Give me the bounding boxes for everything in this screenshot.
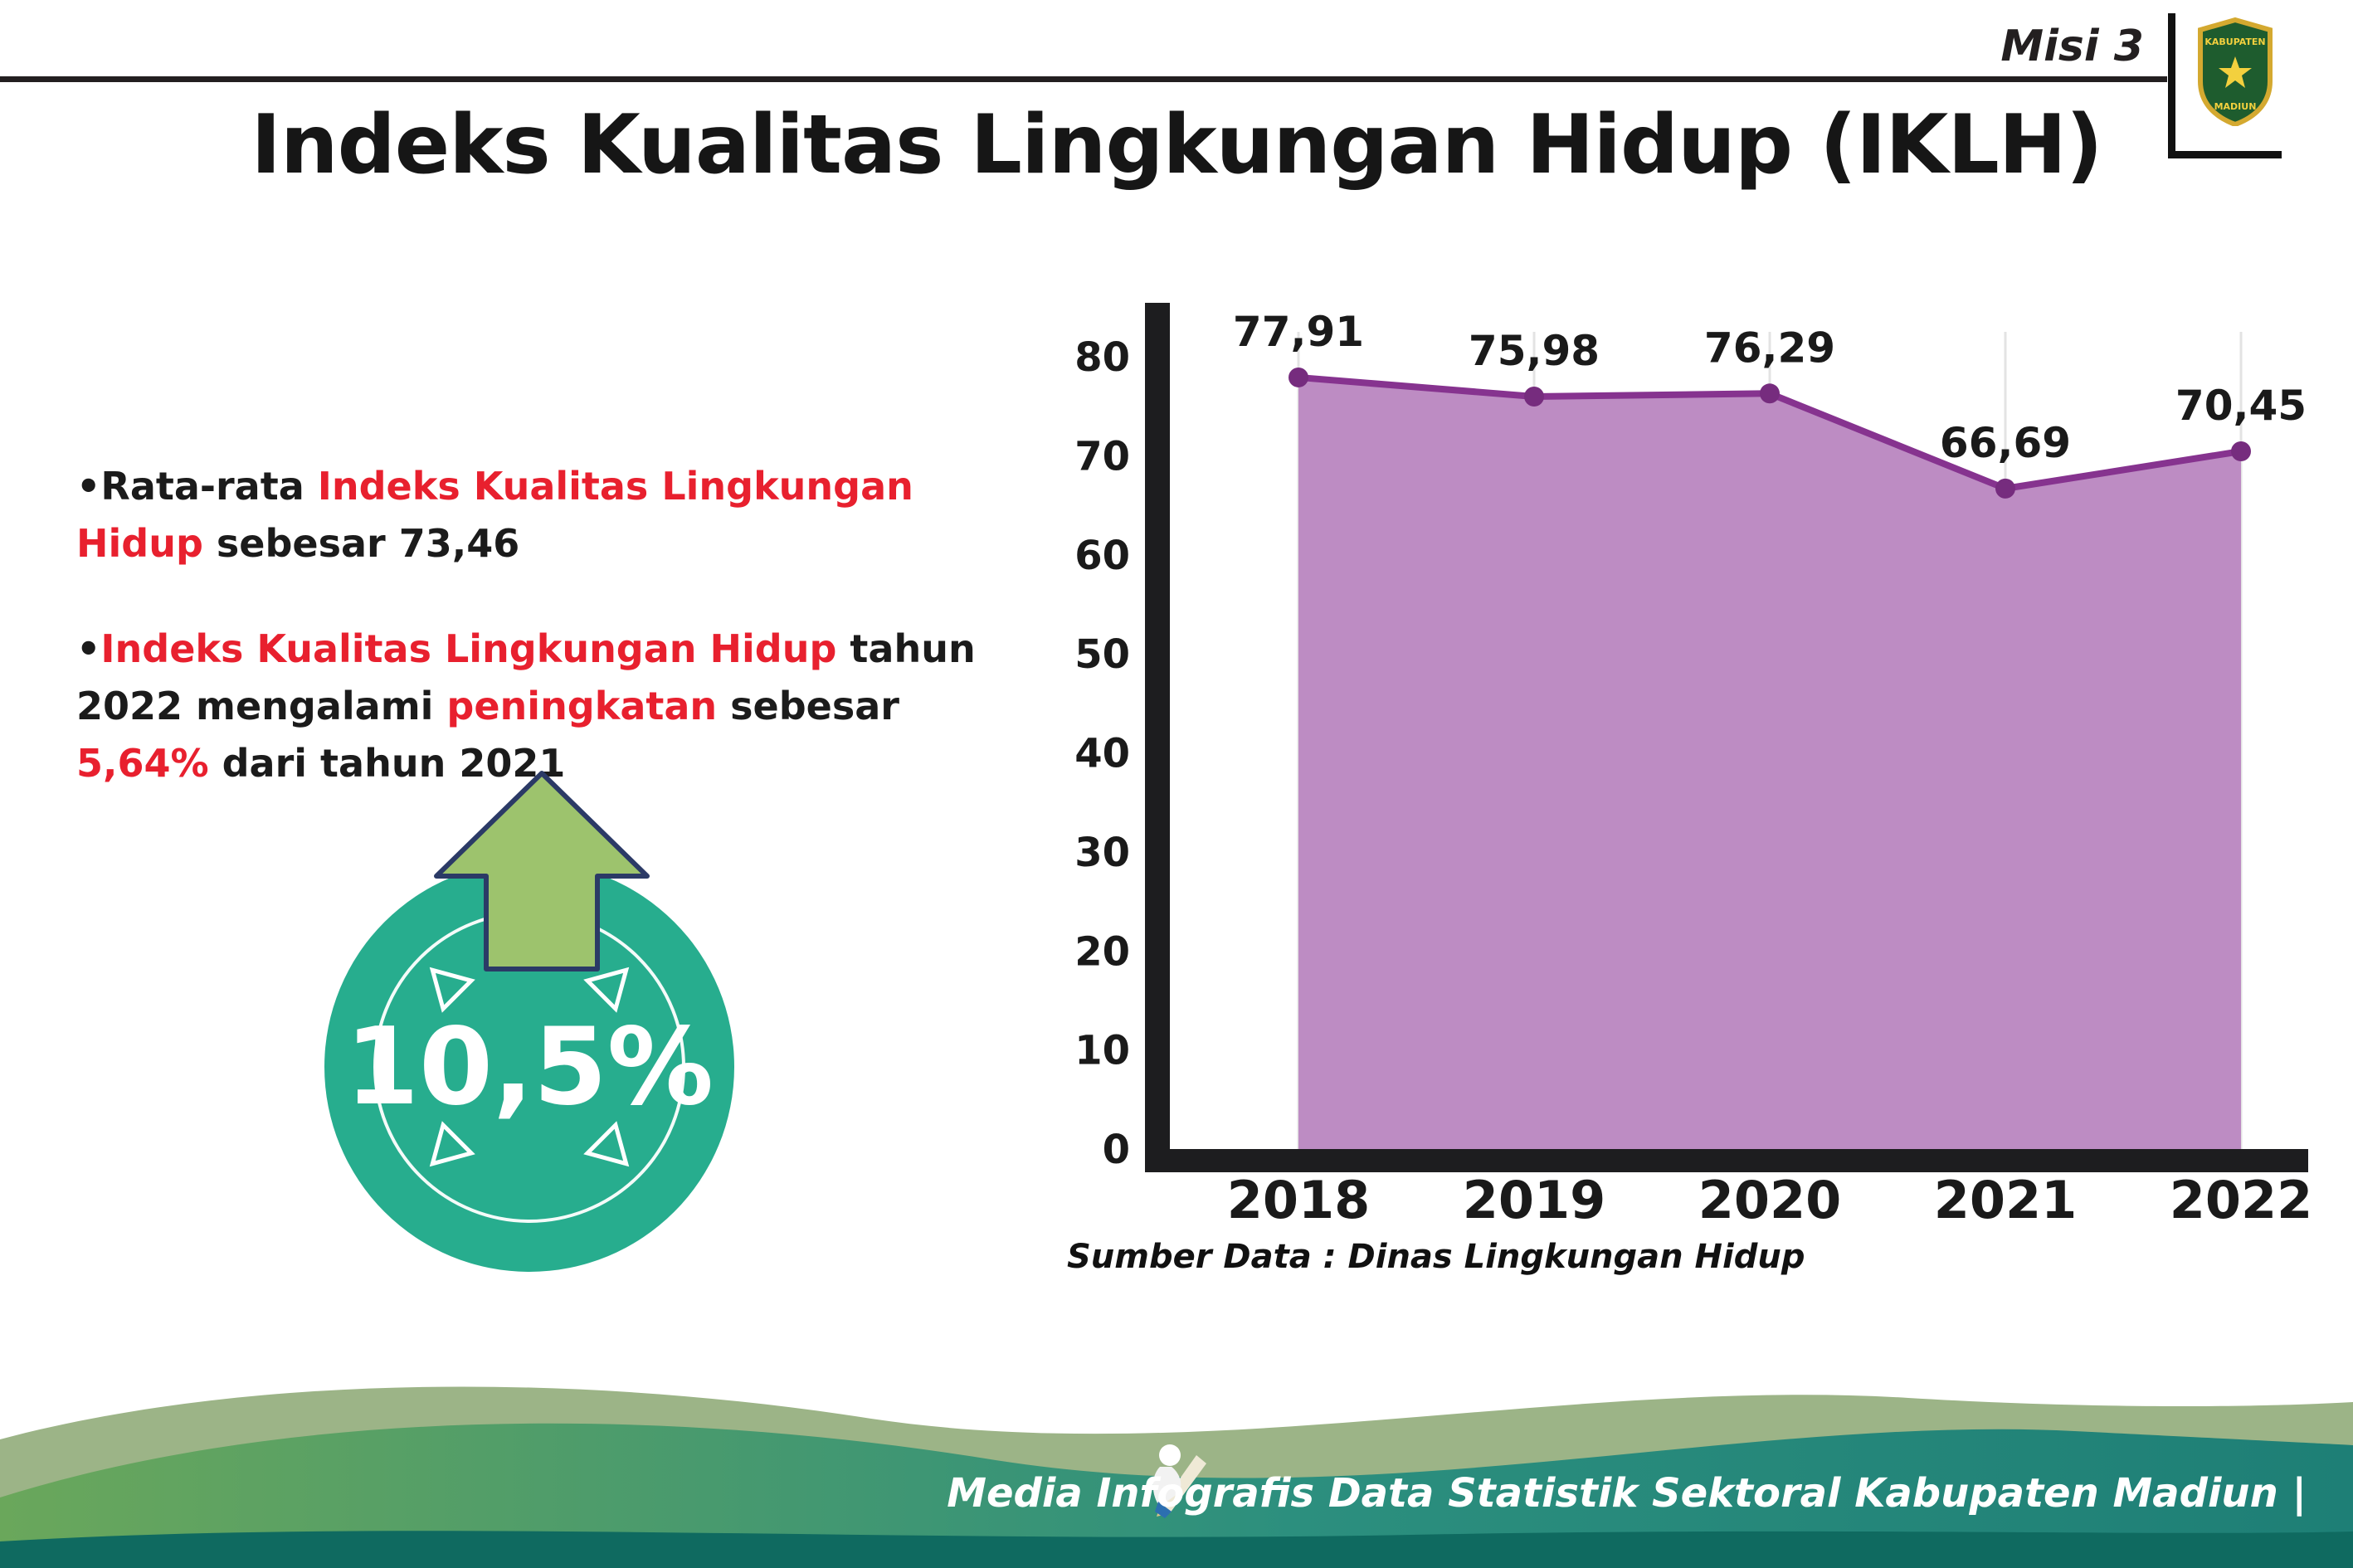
bullet-text: sebesar 73,46 [202, 521, 520, 566]
bullet-increase-iklh: •Indeks Kualitas Lingkungan Hidup tahun … [76, 621, 997, 792]
y-axis [1145, 303, 1170, 1172]
chart-source: Sumber Data : Dinas Lingkungan Hidup [1067, 1238, 1805, 1276]
chart-value-label: 70,45 [2175, 382, 2307, 430]
y-axis-tick-label: 50 [1074, 631, 1130, 678]
x-axis [1145, 1149, 2308, 1172]
bullet-text-highlight: peningkatan [446, 684, 718, 728]
crest-star [2219, 56, 2252, 88]
bullet-average-iklh: •Rata-rata Indeks Kualitas Lingkungan Hi… [76, 458, 997, 572]
up-arrow-icon [434, 771, 650, 971]
increase-badge: 10,5% [324, 771, 734, 1272]
y-axis-tick-label: 60 [1074, 533, 1130, 579]
kabupaten-madiun-logo: KABUPATEN MADIUN [2168, 13, 2282, 158]
mascot-head [1159, 1444, 1181, 1466]
page-title: Indeks Kualitas Lingkungan Hidup (IKLH) [251, 98, 2102, 192]
mascot-body [1152, 1467, 1181, 1507]
chart-point [2231, 441, 2251, 462]
bullet-text-highlight: Indeks Kualitas Lingkungan Hidup [100, 626, 837, 671]
badge-triangles [429, 967, 630, 1167]
bullet-text: sebesar [717, 684, 899, 728]
bullet-text: dari tahun 2021 [208, 741, 566, 786]
crest-text-1: KABUPATEN [2204, 37, 2265, 47]
x-axis-label: 2021 [1934, 1170, 2078, 1230]
chart-value-label: 75,98 [1469, 327, 1600, 375]
x-axis-label: 2019 [1463, 1170, 1606, 1230]
summary-bullets: •Rata-rata Indeks Kualitas Lingkungan Hi… [76, 458, 997, 840]
y-axis-tick-label: 30 [1074, 830, 1130, 876]
x-axis-label: 2018 [1227, 1170, 1371, 1230]
footer-wave-dark [0, 1531, 2353, 1568]
y-axis-tick-label: 40 [1074, 731, 1130, 777]
chart-point [1289, 367, 1308, 387]
mascot-accent [1155, 1502, 1172, 1518]
bullet-text-highlight: Indeks Kualitas Lingkungan Hidup [76, 464, 913, 566]
footer-caption: Media Infografis Data Statistik Sektoral… [947, 1470, 2307, 1517]
misi-label: Misi 3 [2000, 22, 2144, 71]
header-divider [0, 76, 2167, 82]
bullet-marker: • [76, 464, 101, 509]
chart-value-label: 76,29 [1704, 324, 1835, 372]
y-axis-tick-label: 0 [1103, 1127, 1130, 1173]
mascot-pencil [1160, 1455, 1206, 1513]
x-axis-label: 2020 [1698, 1170, 1842, 1230]
chart-area [1298, 377, 2241, 1150]
y-axis-tick-label: 70 [1074, 433, 1130, 480]
bullet-text: Rata-rata [100, 464, 318, 509]
chart-point [1995, 478, 2015, 499]
bullet-text-highlight: 5,64% [76, 741, 209, 786]
y-axis-tick-label: 10 [1074, 1028, 1130, 1074]
crest-text-2: MADIUN [2214, 101, 2257, 112]
y-axis-tick-label: 80 [1074, 334, 1130, 381]
chart-value-label: 66,69 [1940, 419, 2071, 467]
crest-icon: KABUPATEN MADIUN [2198, 17, 2273, 126]
x-axis-label: 2022 [2170, 1170, 2313, 1230]
chart-point [1524, 386, 1544, 407]
y-axis-tick-label: 20 [1074, 928, 1130, 975]
mascot-icon [1152, 1444, 1206, 1518]
bullet-marker: • [76, 626, 101, 671]
iklh-area-chart: 77,91 75,98 76,29 66,69 70,45 0 10 20 30 40 50 60 70… [1074, 303, 2313, 1230]
bullet-text: tahun 2022 mengalami [76, 626, 976, 728]
badge-circle [324, 862, 734, 1272]
badge-value: 10,5% [345, 1006, 714, 1129]
chart-value-label: 77,91 [1233, 308, 1364, 356]
chart-point [1760, 383, 1780, 404]
